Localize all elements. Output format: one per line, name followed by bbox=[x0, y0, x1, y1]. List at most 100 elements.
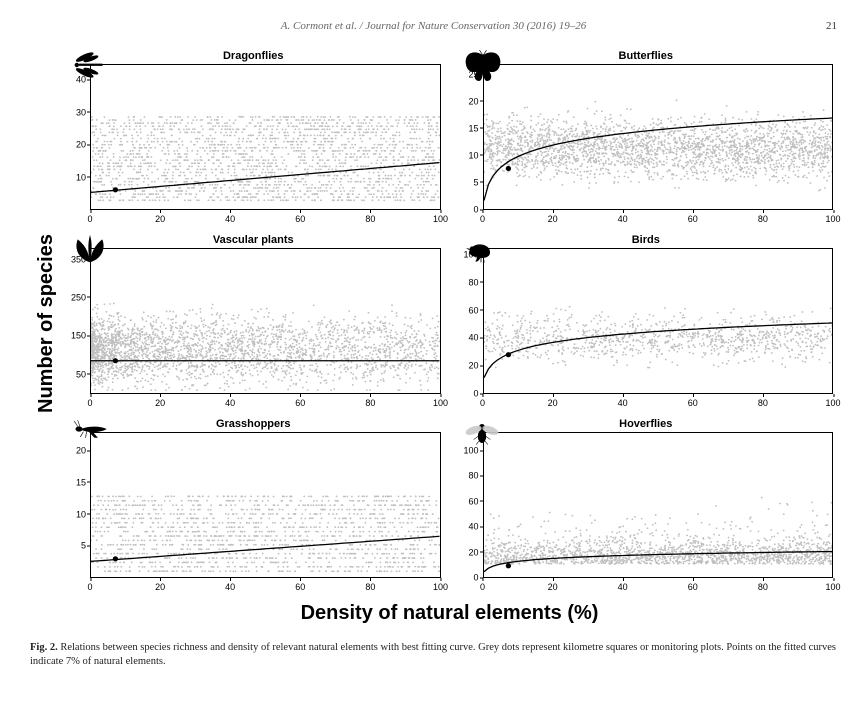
y-tick: 80 bbox=[468, 278, 478, 287]
plot-frame bbox=[483, 432, 834, 578]
x-tick: 60 bbox=[688, 398, 698, 408]
header-citation: A. Cormont et al. / Journal for Nature C… bbox=[70, 20, 797, 32]
y-tick: 15 bbox=[468, 124, 478, 133]
x-tick: 0 bbox=[87, 582, 92, 592]
x-tick: 0 bbox=[480, 582, 485, 592]
x-tick: 20 bbox=[155, 214, 165, 224]
x-ticks: 020406080100 bbox=[90, 212, 441, 228]
x-tick: 40 bbox=[618, 214, 628, 224]
figure-2: Number of species Dragonflies 10 20 30 40 0 2… bbox=[30, 50, 837, 596]
panel-title: Butterflies bbox=[455, 50, 838, 62]
x-ticks: 020406080100 bbox=[483, 212, 834, 228]
panel-birds: Birds 020406080100020406080100 bbox=[455, 234, 838, 412]
y-tick: 80 bbox=[468, 472, 478, 481]
x-tick: 80 bbox=[365, 582, 375, 592]
x-tick: 60 bbox=[295, 582, 305, 592]
x-tick: 20 bbox=[155, 582, 165, 592]
x-tick: 20 bbox=[548, 582, 558, 592]
panel-hoverflies: Hoverflies 020406080100020406080100 bbox=[455, 418, 838, 596]
y-tick: 40 bbox=[468, 334, 478, 343]
x-tick: 20 bbox=[548, 214, 558, 224]
x-ticks: 020406080100 bbox=[90, 396, 441, 412]
panel-title: Dragonflies bbox=[62, 50, 445, 62]
x-ticks: 020406080100 bbox=[483, 580, 834, 596]
y-tick: 10 bbox=[468, 151, 478, 160]
plot-frame bbox=[90, 432, 441, 578]
plot-frame bbox=[483, 248, 834, 394]
y-tick: 20 bbox=[76, 141, 86, 150]
y-tick: 10 bbox=[76, 510, 86, 519]
x-tick: 100 bbox=[433, 214, 448, 224]
x-tick: 100 bbox=[433, 582, 448, 592]
y-axis-label: Number of species bbox=[35, 234, 58, 413]
hoverfly-icon bbox=[461, 414, 505, 454]
y-tick: 250 bbox=[71, 293, 86, 302]
panel-title: Vascular plants bbox=[62, 234, 445, 246]
panel-vascularplants: Vascular plants 50150250350020406080100 bbox=[62, 234, 445, 412]
y-tick: 20 bbox=[468, 548, 478, 557]
x-tick: 60 bbox=[688, 582, 698, 592]
x-tick: 40 bbox=[618, 398, 628, 408]
x-axis-label: Density of natural elements (%) bbox=[62, 602, 837, 625]
y-tick: 0 bbox=[473, 574, 478, 583]
x-tick: 60 bbox=[295, 398, 305, 408]
y-tick: 5 bbox=[81, 542, 86, 551]
x-tick: 80 bbox=[758, 214, 768, 224]
grasshopper-icon bbox=[68, 414, 112, 454]
panel-title: Grasshoppers bbox=[62, 418, 445, 430]
plot-frame bbox=[90, 64, 441, 210]
x-tick: 20 bbox=[548, 398, 558, 408]
y-tick: 40 bbox=[468, 523, 478, 532]
y-tick: 5 bbox=[473, 178, 478, 187]
caption-text: Relations between species richness and d… bbox=[30, 642, 836, 667]
bird-icon bbox=[461, 230, 505, 270]
x-tick: 40 bbox=[225, 582, 235, 592]
butterfly-icon bbox=[461, 46, 505, 86]
x-tick: 100 bbox=[825, 398, 840, 408]
panel-dragonflies: Dragonflies 10203040020406080100 bbox=[62, 50, 445, 228]
x-tick: 80 bbox=[758, 398, 768, 408]
x-tick: 80 bbox=[758, 582, 768, 592]
x-tick: 80 bbox=[365, 214, 375, 224]
x-tick: 60 bbox=[688, 214, 698, 224]
dragonfly-icon bbox=[68, 46, 112, 86]
panel-title: Birds bbox=[455, 234, 838, 246]
x-tick: 100 bbox=[433, 398, 448, 408]
y-axis-label-container: Number of species bbox=[30, 50, 62, 596]
x-tick: 60 bbox=[295, 214, 305, 224]
x-tick: 80 bbox=[365, 398, 375, 408]
x-ticks: 020406080100 bbox=[483, 396, 834, 412]
y-tick: 50 bbox=[76, 370, 86, 379]
x-tick: 40 bbox=[225, 398, 235, 408]
y-tick: 10 bbox=[76, 173, 86, 182]
y-tick: 60 bbox=[468, 306, 478, 315]
y-tick: 0 bbox=[473, 390, 478, 399]
x-tick: 0 bbox=[480, 214, 485, 224]
plot-frame bbox=[483, 64, 834, 210]
header-page: 21 bbox=[797, 20, 837, 32]
x-ticks: 020406080100 bbox=[90, 580, 441, 596]
panel-butterflies: Butterflies 0510152025020406080100 bbox=[455, 50, 838, 228]
x-tick: 40 bbox=[618, 582, 628, 592]
x-tick: 0 bbox=[87, 214, 92, 224]
panel-grid: Dragonflies 10203040020406080100Butterfl… bbox=[62, 50, 837, 596]
figure-caption: Fig. 2. Relations between species richne… bbox=[30, 641, 837, 669]
x-tick: 0 bbox=[87, 398, 92, 408]
leaf-icon bbox=[68, 230, 112, 270]
y-tick: 20 bbox=[468, 97, 478, 106]
y-tick: 150 bbox=[71, 332, 86, 341]
y-tick: 60 bbox=[468, 497, 478, 506]
x-tick: 100 bbox=[825, 214, 840, 224]
x-tick: 20 bbox=[155, 398, 165, 408]
panel-title: Hoverflies bbox=[455, 418, 838, 430]
x-tick: 0 bbox=[480, 398, 485, 408]
y-tick: 20 bbox=[468, 362, 478, 371]
panel-grasshoppers: Grasshoppers 5101520020406080100 bbox=[62, 418, 445, 596]
plot-frame bbox=[90, 248, 441, 394]
x-tick: 100 bbox=[825, 582, 840, 592]
y-tick: 0 bbox=[473, 206, 478, 215]
y-tick: 15 bbox=[76, 478, 86, 487]
y-tick: 30 bbox=[76, 108, 86, 117]
x-tick: 40 bbox=[225, 214, 235, 224]
caption-label: Fig. 2. bbox=[30, 642, 58, 653]
